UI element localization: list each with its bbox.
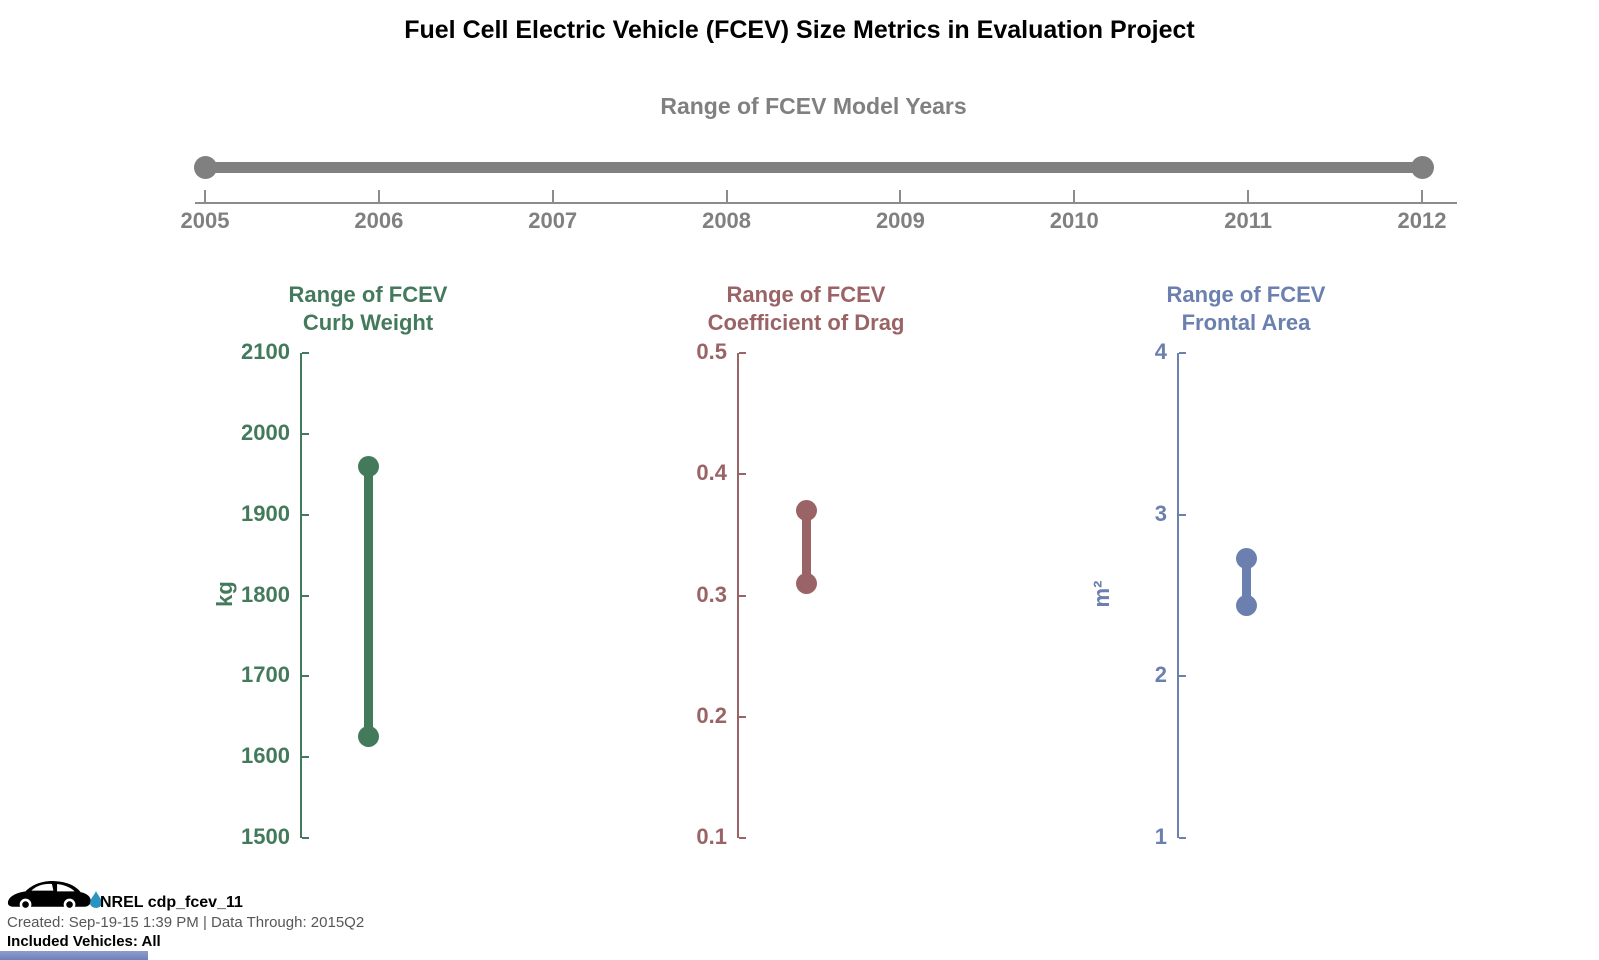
range-min-marker [357, 726, 379, 748]
year-tick-label: 2005 [180, 208, 230, 233]
y-axis-tick [738, 715, 746, 718]
y-tick-label: 1700 [241, 662, 290, 688]
year-axis-tick [1073, 190, 1076, 202]
y-tick-label: 2 [1154, 662, 1167, 688]
year-axis-tick [551, 190, 554, 202]
created-timestamp: Created: Sep-19-15 1:39 PM | Data Throug… [7, 914, 365, 931]
range-start-handle[interactable] [193, 155, 217, 179]
y-axis-tick [301, 837, 309, 839]
range-bar [363, 466, 373, 737]
panel-title-line1: Range of FCEV [1166, 282, 1326, 307]
y-axis-tick [738, 352, 746, 354]
y-axis-tick [301, 756, 309, 759]
page-title: Fuel Cell Electric Vehicle (FCEV) Size M… [404, 16, 1195, 44]
model-years-subtitle: Range of FCEV Model Years [660, 93, 967, 119]
range-max-marker [795, 500, 817, 522]
year-axis-tick [377, 190, 380, 202]
panel-title-line2: Coefficient of Drag [707, 310, 905, 335]
y-tick-label: 0.4 [696, 460, 727, 486]
y-tick-label: 1 [1154, 824, 1167, 849]
year-tick-label: 2007 [528, 208, 578, 233]
range-max-marker [357, 455, 379, 477]
year-tick-label: 2006 [354, 208, 404, 233]
panel-title-line1: Range of FCEV [288, 282, 448, 307]
y-tick-label: 1600 [241, 743, 290, 769]
year-tick-label: 2012 [1397, 208, 1447, 233]
y-axis-tick [301, 432, 309, 435]
y-tick-label: 1900 [241, 500, 290, 526]
year-tick-label: 2011 [1224, 208, 1272, 233]
range-min-marker [795, 572, 817, 594]
water-droplet-icon [90, 891, 102, 908]
panel-title-line2: Frontal Area [1181, 310, 1311, 335]
y-tick-label: 2000 [241, 419, 290, 445]
year-axis-tick [1421, 190, 1423, 202]
y-axis-tick [738, 837, 746, 839]
year-axis-tick [1247, 190, 1250, 202]
y-axis-tick [301, 675, 309, 678]
y-tick-label: 0.2 [696, 702, 727, 728]
y-axis-line [737, 353, 739, 838]
y-tick-label: 2100 [241, 339, 290, 364]
y-tick-label: 0.1 [696, 824, 727, 849]
range-bar [801, 510, 811, 584]
y-axis-tick [1178, 352, 1186, 354]
y-axis-tick [738, 473, 746, 476]
panel-title-line2: Curb Weight [302, 310, 434, 335]
y-tick-label: 3 [1154, 500, 1167, 526]
year-axis-tick [204, 190, 206, 202]
y-axis-tick [301, 594, 309, 597]
year-tick-label: 2008 [702, 208, 752, 233]
panel-title-line1: Range of FCEV [726, 282, 886, 307]
y-axis-unit-label: m² [1089, 580, 1114, 607]
y-tick-label: 1500 [241, 824, 290, 849]
y-axis-unit-label: kg [212, 580, 237, 607]
y-tick-label: 4 [1154, 339, 1167, 364]
y-axis-tick [301, 352, 309, 354]
footer-accent-bar [0, 951, 148, 960]
year-tick-label: 2010 [1049, 208, 1099, 233]
y-tick-label: 0.5 [696, 339, 727, 364]
car-icon [7, 880, 91, 911]
chart-id-label: NREL cdp_fcev_11 [100, 894, 243, 911]
y-axis-tick [301, 513, 309, 516]
range-bar [1241, 558, 1251, 606]
y-tick-label: 0.3 [696, 581, 727, 607]
included-vehicles-label: Included Vehicles: All [7, 933, 161, 950]
y-tick-label: 1800 [241, 581, 290, 607]
y-axis-tick [1178, 675, 1186, 678]
range-end-handle[interactable] [1410, 155, 1434, 179]
range-max-marker [1235, 547, 1257, 569]
y-axis-tick [1178, 837, 1186, 839]
year-axis-tick [899, 190, 902, 202]
model-year-range-bar [205, 161, 1422, 173]
year-tick-label: 2009 [875, 208, 925, 233]
y-axis-tick [1178, 513, 1186, 516]
range-min-marker [1235, 594, 1257, 616]
y-axis-line [1177, 353, 1179, 838]
y-axis-tick [738, 594, 746, 597]
year-axis-tick [725, 190, 728, 202]
year-axis-line [195, 202, 1457, 204]
y-axis-line [300, 353, 302, 838]
